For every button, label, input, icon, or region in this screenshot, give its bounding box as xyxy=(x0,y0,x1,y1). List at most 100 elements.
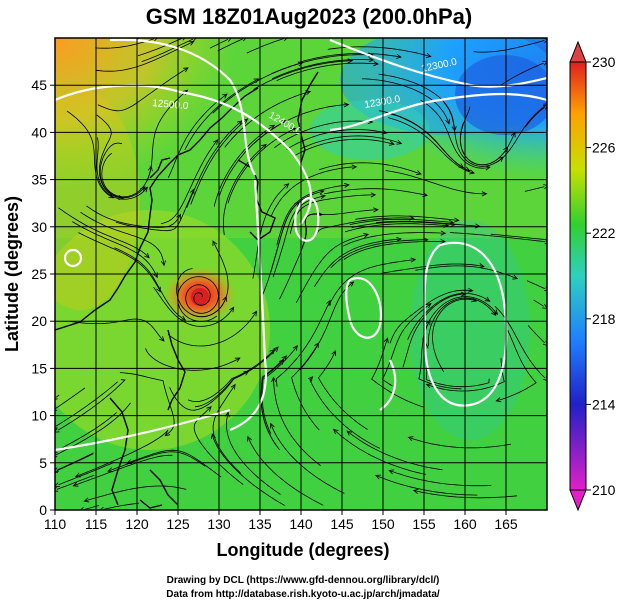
streamline-arrow xyxy=(183,67,189,73)
streamline xyxy=(346,430,443,471)
height-contours xyxy=(55,38,547,452)
streamline-arrow xyxy=(425,383,432,389)
streamline xyxy=(226,412,281,495)
streamline-arrow xyxy=(55,395,58,400)
streamline-arrow xyxy=(375,474,381,480)
streamline xyxy=(114,247,186,321)
x-tick-label: 130 xyxy=(207,516,231,532)
streamline xyxy=(103,502,139,510)
streamline xyxy=(224,91,311,148)
streamline-arrow xyxy=(347,58,354,64)
streamline-arrow xyxy=(234,357,241,363)
streamline-arrow xyxy=(156,286,161,293)
x-tick-label: 165 xyxy=(494,516,518,532)
streamline xyxy=(96,137,148,200)
streamline xyxy=(408,436,512,449)
streamline xyxy=(276,184,349,246)
streamline-arrow xyxy=(236,120,243,126)
colorbar-ticks: 230 226 222 218 214 210 xyxy=(586,54,616,498)
streamline-arrow xyxy=(226,38,232,42)
colorbar: 230 226 222 218 214 210 xyxy=(569,40,616,512)
streamline xyxy=(533,299,544,307)
streamline xyxy=(55,394,60,398)
streamline xyxy=(247,436,324,506)
colorbar-tick-label: 222 xyxy=(592,225,616,241)
streamline xyxy=(293,138,395,157)
y-tick-label: 10 xyxy=(31,408,47,424)
streamline xyxy=(375,475,478,496)
streamline xyxy=(343,232,446,247)
streamline xyxy=(318,162,422,175)
streamline xyxy=(387,117,475,174)
y-axis-ticks: 0 5 10 15 20 25 30 35 40 45 xyxy=(31,77,55,518)
y-tick-label: 45 xyxy=(31,77,47,93)
streamline xyxy=(55,412,117,452)
streamline-arrow xyxy=(332,428,339,435)
streamline-arrow xyxy=(188,41,195,46)
streamline xyxy=(273,377,321,467)
streamline-arrow xyxy=(344,182,350,188)
streamline-arrow xyxy=(79,507,84,510)
streamline-arrow xyxy=(469,169,475,175)
streamline xyxy=(57,452,94,471)
streamline xyxy=(327,46,431,57)
streamline-arrow xyxy=(99,506,104,510)
streamline xyxy=(274,120,373,149)
streamline xyxy=(73,454,173,487)
streamline-arrow xyxy=(55,423,58,429)
streamline-arrow xyxy=(284,38,288,41)
y-tick-label: 0 xyxy=(39,502,47,518)
streamline-arrow xyxy=(159,336,165,342)
streamline xyxy=(153,286,235,327)
chart-title: GSM 18Z01Aug2023 (200.0hPa) xyxy=(146,4,472,29)
x-tick-label: 155 xyxy=(412,516,436,532)
streamline xyxy=(72,221,158,278)
streamline-arrow xyxy=(154,38,158,42)
streamline xyxy=(271,59,374,80)
streamline xyxy=(388,470,492,487)
streamline xyxy=(78,232,161,292)
streamline-arrow xyxy=(142,186,148,193)
streamline xyxy=(84,485,187,502)
streamline xyxy=(371,337,425,408)
streamline-arrow xyxy=(471,297,478,303)
streamline xyxy=(402,293,466,368)
streamline-arrow xyxy=(495,397,502,403)
streamline-arrow xyxy=(351,164,358,170)
streamline-arrow xyxy=(242,38,247,42)
streamline xyxy=(415,265,518,280)
streamline xyxy=(407,292,490,340)
streamline xyxy=(385,170,487,195)
streamline-arrow xyxy=(269,422,275,429)
streamline xyxy=(344,223,449,233)
streamline xyxy=(56,474,95,490)
streamline xyxy=(66,110,114,199)
streamline-arrow xyxy=(484,296,491,302)
y-axis-label: Latitude (degrees) xyxy=(2,196,22,352)
streamline xyxy=(270,190,324,273)
streamline xyxy=(324,188,428,196)
streamline xyxy=(426,357,505,392)
streamline-arrow xyxy=(55,482,60,487)
streamline xyxy=(57,379,126,431)
streamline xyxy=(97,67,189,112)
streamline-arrow xyxy=(478,263,485,269)
colorbar-tick-label: 226 xyxy=(592,140,616,156)
x-axis-label: Longitude (degrees) xyxy=(216,540,389,560)
streamline-arrow xyxy=(230,383,236,390)
streamline-arrow xyxy=(492,309,498,316)
streamline-arrow xyxy=(425,52,432,58)
streamline xyxy=(252,183,289,279)
streamline xyxy=(160,139,219,225)
colorbar-tick-label: 210 xyxy=(592,482,616,498)
streamline xyxy=(126,449,222,478)
streamline xyxy=(55,381,118,427)
streamline xyxy=(524,186,545,192)
streamline xyxy=(524,106,545,128)
streamline-arrow xyxy=(269,124,276,130)
streamline-arrow xyxy=(243,370,250,376)
streamline xyxy=(96,114,124,199)
streamline xyxy=(351,221,456,228)
streamline-arrow xyxy=(261,143,267,150)
streamline-arrow xyxy=(55,427,60,433)
